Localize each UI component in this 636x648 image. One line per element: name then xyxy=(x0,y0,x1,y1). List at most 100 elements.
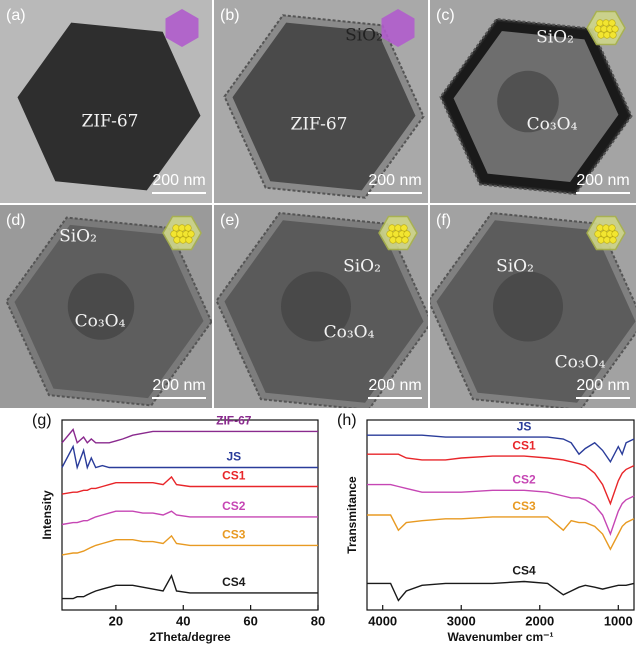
x-tick-label: 1000 xyxy=(604,613,633,628)
annotation: Co₃O₄ xyxy=(555,353,606,373)
x-tick-label: 3000 xyxy=(447,613,476,628)
series-line xyxy=(367,582,634,601)
icon-sphere xyxy=(597,225,604,232)
tem-panel: (e) SiO₂ Co₃O₄ 200 nm xyxy=(214,205,432,410)
tem-panel: (b) SiO₂ ZIF-67 200 nm xyxy=(214,0,428,203)
icon-sphere xyxy=(179,225,186,232)
icon-sphere xyxy=(180,237,187,244)
tem-panel: (f) SiO₂ Co₃O₄ 200 nm xyxy=(429,205,636,410)
series-line xyxy=(62,536,318,555)
icon-sphere xyxy=(404,231,411,238)
series-label: CS4 xyxy=(512,564,536,578)
y-axis-title: Transmitance xyxy=(345,476,359,554)
annotation: SiO₂ xyxy=(496,257,534,277)
annotation: Co₃O₄ xyxy=(324,323,375,343)
series-line xyxy=(367,515,634,549)
icon-sphere xyxy=(173,225,180,232)
x-tick-label: 4000 xyxy=(368,613,397,628)
panel-label: (h) xyxy=(337,412,357,429)
icon-sphere xyxy=(387,231,394,238)
annotation: SiO₂ xyxy=(345,26,383,46)
series-line xyxy=(62,511,318,524)
annotation: ZIF-67 xyxy=(82,112,139,132)
icon-sphere xyxy=(610,237,617,244)
x-tick-label: 80 xyxy=(311,613,325,628)
x-tick-label: 2000 xyxy=(525,613,554,628)
series-label: CS1 xyxy=(222,469,246,483)
icon-sphere xyxy=(603,20,610,27)
panel-label: (b) xyxy=(220,7,240,24)
annotation: SiO₂ xyxy=(59,227,97,247)
series-label: CS3 xyxy=(512,499,536,513)
annotation: Co₃O₄ xyxy=(75,312,126,332)
icon-sphere xyxy=(177,231,184,238)
series-label: CS3 xyxy=(222,528,246,542)
series-label: CS4 xyxy=(222,575,246,589)
annotation: SiO₂ xyxy=(343,257,381,277)
icon-sphere xyxy=(612,26,619,33)
icon-sphere xyxy=(604,237,611,244)
icon-sphere xyxy=(185,225,192,232)
panel-label: (a) xyxy=(6,7,26,24)
x-tick-label: 20 xyxy=(109,613,123,628)
icon-sphere xyxy=(597,20,604,27)
panel-label: (g) xyxy=(32,412,52,429)
panel-label: (d) xyxy=(6,212,26,229)
series-line xyxy=(62,477,318,494)
panel-label: (f) xyxy=(436,212,451,229)
figure: (a) ZIF-67 200 nm (b) SiO₂ ZIF-67 200 nm (c) SiO… xyxy=(0,0,636,648)
icon-sphere xyxy=(595,231,602,238)
annotation: ZIF-67 xyxy=(291,115,348,135)
icon-sphere xyxy=(610,32,617,39)
series-line xyxy=(62,430,318,443)
icon-sphere xyxy=(604,32,611,39)
scale-bar-label: 200 nm xyxy=(152,377,205,394)
icon-sphere xyxy=(174,237,181,244)
icon-sphere xyxy=(396,237,403,244)
panel-label: (e) xyxy=(220,212,240,229)
icon-sphere xyxy=(603,225,610,232)
panel-label: (c) xyxy=(436,7,455,24)
series-line xyxy=(62,447,318,468)
series-label: ZIF-67 xyxy=(216,414,252,428)
series-label: CS2 xyxy=(222,499,246,513)
icon-sphere xyxy=(402,237,409,244)
x-tick-label: 60 xyxy=(243,613,257,628)
icon-sphere xyxy=(401,225,408,232)
scale-bar-label: 200 nm xyxy=(368,172,421,189)
x-axis-title: 2Theta/degree xyxy=(149,630,231,644)
series-label: CS1 xyxy=(512,438,536,452)
x-axis-title: Wavenumber cm⁻¹ xyxy=(448,630,554,644)
series-label: JS xyxy=(226,450,241,464)
icon-sphere xyxy=(390,237,397,244)
tem-panel: (d) SiO₂ Co₃O₄ 200 nm xyxy=(0,205,212,408)
series-label: CS2 xyxy=(512,472,536,486)
scale-bar-label: 200 nm xyxy=(368,377,421,394)
annotation: Co₃O₄ xyxy=(527,115,578,135)
series-line xyxy=(367,454,634,503)
scale-bar-label: 200 nm xyxy=(152,172,205,189)
x-tick-label: 40 xyxy=(176,613,190,628)
scale-bar-label: 200 nm xyxy=(576,172,629,189)
series-label: JS xyxy=(517,419,532,433)
series-line xyxy=(62,576,318,599)
icon-sphere xyxy=(598,32,605,39)
scale-bar-label: 200 nm xyxy=(576,377,629,394)
icon-sphere xyxy=(598,237,605,244)
icon-sphere xyxy=(171,231,178,238)
icon-sphere xyxy=(601,26,608,33)
y-axis-title: Intensity xyxy=(40,490,54,540)
icon-sphere xyxy=(389,225,396,232)
icon-sphere xyxy=(612,231,619,238)
icon-sphere xyxy=(595,26,602,33)
icon-sphere xyxy=(609,225,616,232)
icon-sphere xyxy=(395,225,402,232)
icon-sphere xyxy=(601,231,608,238)
plot-frame xyxy=(367,420,634,610)
icon-sphere xyxy=(188,231,195,238)
icon-sphere xyxy=(186,237,193,244)
icon-sphere xyxy=(609,20,616,27)
icon-sphere xyxy=(393,231,400,238)
tem-panel: (a) ZIF-67 200 nm xyxy=(0,0,212,203)
